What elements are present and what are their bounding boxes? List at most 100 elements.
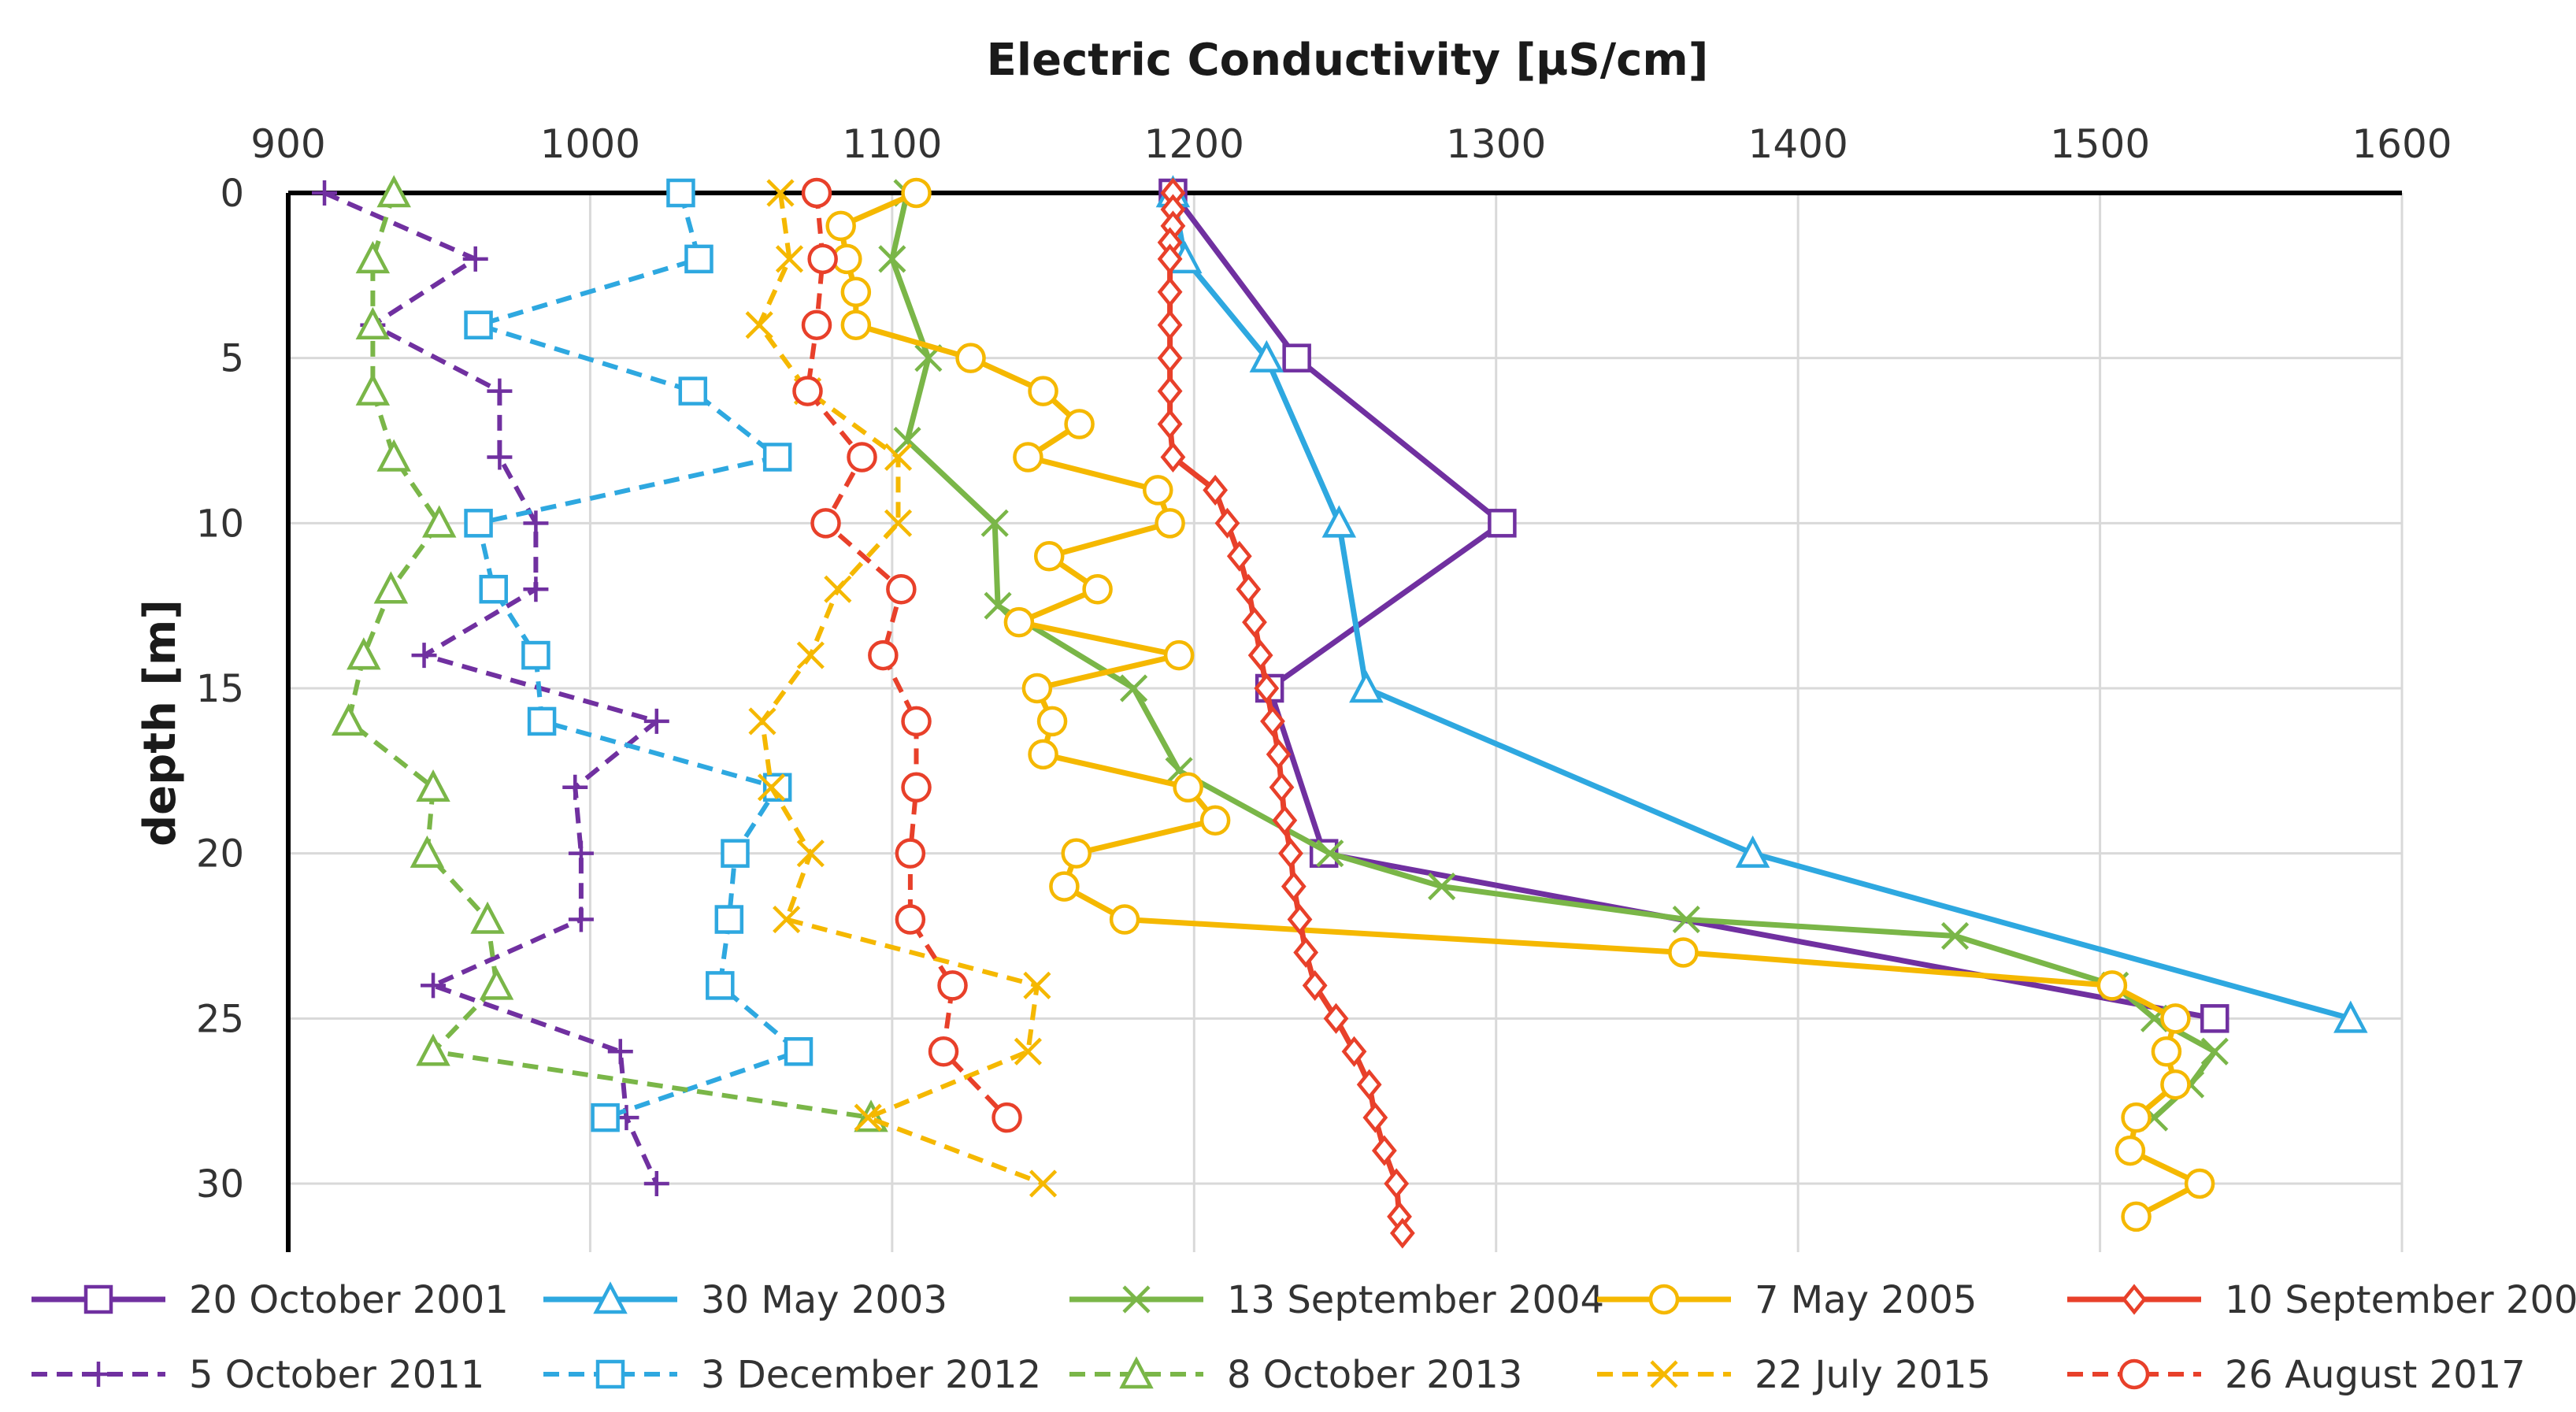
- point-7-0: [376, 175, 411, 208]
- point-6-6: [479, 574, 508, 604]
- point-9-5: [810, 508, 841, 539]
- point-6-7: [521, 640, 550, 670]
- point-6-12: [706, 971, 735, 1000]
- series-2: [878, 179, 2229, 1132]
- point-8-4: [884, 443, 913, 472]
- y-tick-25: 25: [196, 997, 244, 1041]
- point-6-10: [721, 839, 750, 868]
- point-3-11: [1033, 541, 1065, 572]
- point-4-25: [1293, 936, 1319, 969]
- point-7-7: [347, 637, 381, 670]
- point-4-16: [1247, 639, 1273, 671]
- legend-marker-1: [593, 1281, 628, 1314]
- chart-title: Electric Conductivity [µS/cm]: [987, 35, 1709, 86]
- point-6-0: [666, 178, 695, 208]
- point-1-4: [1349, 670, 1384, 703]
- point-5-12: [421, 973, 447, 999]
- point-5-13: [607, 1039, 633, 1065]
- point-3-20: [1061, 838, 1092, 869]
- point-4-8: [1157, 376, 1183, 407]
- point-7-1: [355, 241, 391, 274]
- point-4-11: [1203, 474, 1229, 506]
- point-5-0: [312, 180, 338, 206]
- series-9: [792, 177, 1022, 1133]
- point-4-27: [1323, 1002, 1349, 1034]
- point-4-6: [1157, 309, 1183, 341]
- point-0-2: [1488, 509, 1517, 538]
- point-2-1: [878, 245, 906, 273]
- axes: [286, 191, 2402, 1252]
- point-3-26: [2151, 1036, 2182, 1067]
- legend-marker-3: [1648, 1284, 1680, 1315]
- point-4-4: [1157, 243, 1183, 275]
- point-4-30: [1362, 1102, 1388, 1133]
- point-5-11: [568, 906, 594, 932]
- legend-entry-3: 7 May 2005: [1597, 1278, 1977, 1322]
- point-2-10: [1672, 905, 1700, 934]
- legend-entry-1: 30 May 2003: [543, 1278, 947, 1322]
- point-5-9: [562, 774, 588, 800]
- point-2-8: [1316, 839, 1344, 868]
- point-3-15: [1021, 673, 1053, 704]
- point-4-18: [1260, 706, 1285, 737]
- point-5-8: [643, 708, 669, 734]
- point-4-32: [1384, 1168, 1410, 1199]
- point-2-14: [2200, 1037, 2229, 1065]
- point-7-9: [416, 769, 450, 802]
- point-4-17: [1254, 673, 1280, 704]
- legend-marker-4: [2122, 1284, 2147, 1315]
- series-line-0: [1170, 191, 2215, 1021]
- legend-entry-6: 3 December 2012: [543, 1353, 1041, 1397]
- point-3-0: [901, 177, 932, 209]
- point-8-5: [884, 509, 913, 537]
- point-4-15: [1242, 606, 1267, 638]
- point-7-13: [416, 1033, 450, 1066]
- x-tick-900: 900: [250, 121, 325, 167]
- point-9-2: [801, 309, 832, 340]
- point-4-19: [1266, 739, 1292, 770]
- point-2-3: [893, 426, 921, 455]
- point-4-12: [1214, 507, 1240, 539]
- legend-entry-7: 8 October 2013: [1069, 1353, 1522, 1397]
- point-7-4: [376, 439, 411, 472]
- y-tick-30: 30: [196, 1162, 244, 1206]
- point-8-11: [773, 905, 801, 934]
- series-line-1: [1169, 192, 2352, 1021]
- point-7-11: [470, 901, 505, 934]
- point-3-1: [825, 210, 856, 242]
- point-3-9: [1143, 475, 1173, 506]
- point-5-3: [487, 378, 513, 404]
- point-3-22: [1109, 904, 1140, 935]
- legend-marker-2: [1122, 1285, 1151, 1314]
- point-8-12: [1023, 971, 1051, 999]
- point-5-5: [523, 510, 549, 536]
- legend-label-6: 3 December 2012: [701, 1353, 1041, 1397]
- point-3-12: [1082, 573, 1113, 605]
- point-7-10: [410, 835, 445, 868]
- gridlines: [288, 193, 2404, 1252]
- y-tick-labels: 0 5 10 15 20 25 30: [196, 172, 244, 1206]
- point-1-2: [1249, 339, 1284, 372]
- point-6-8: [527, 706, 557, 736]
- point-4-20: [1269, 772, 1295, 803]
- point-3-29: [2115, 1135, 2146, 1166]
- point-6-2: [464, 310, 493, 339]
- point-9-8: [901, 706, 932, 737]
- point-2-6: [1120, 674, 1148, 702]
- x-tick-1000: 1000: [540, 121, 640, 167]
- point-3-31: [2121, 1201, 2152, 1232]
- x-tick-1600: 1600: [2352, 121, 2452, 167]
- point-8-9: [757, 773, 786, 802]
- point-6-4: [762, 443, 792, 472]
- point-4-10: [1160, 441, 1186, 473]
- legend-entry-8: 22 July 2015: [1597, 1353, 1991, 1397]
- point-9-0: [801, 177, 832, 209]
- point-9-6: [886, 573, 917, 605]
- point-3-14: [1163, 639, 1195, 671]
- series-4: [1157, 177, 1415, 1249]
- point-4-14: [1236, 573, 1262, 605]
- series-1: [1155, 175, 2368, 1033]
- point-3-30: [2184, 1168, 2215, 1199]
- legend-marker-7: [1119, 1356, 1154, 1389]
- legend-label-9: 26 August 2017: [2225, 1353, 2526, 1397]
